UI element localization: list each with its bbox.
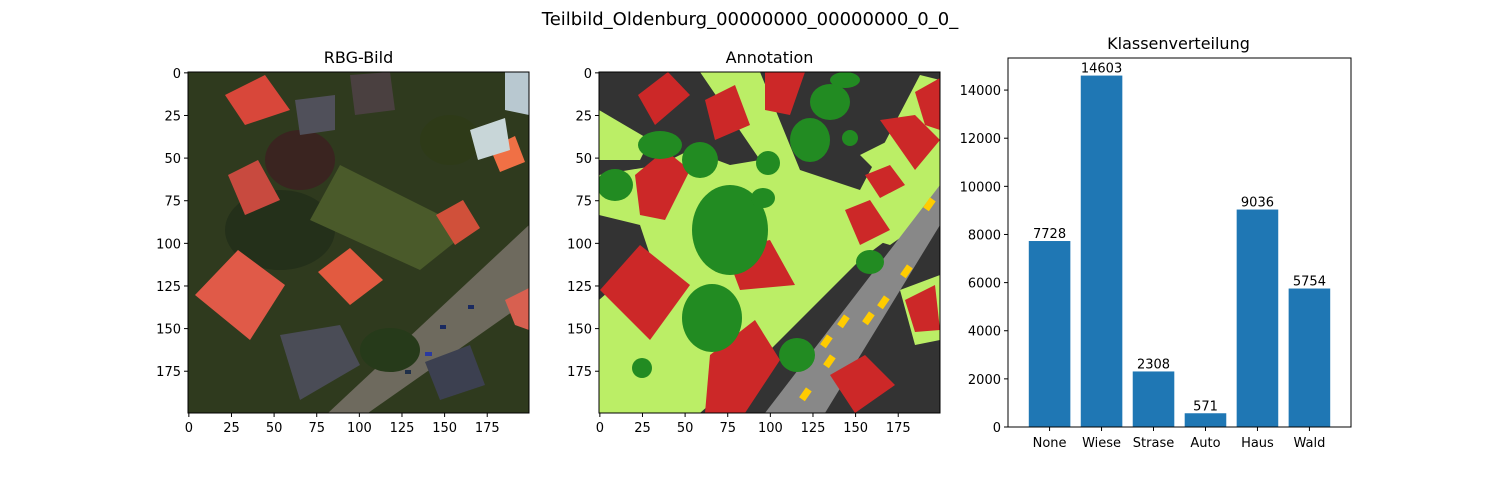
rgb-y-tick-label: 0 [173, 67, 181, 82]
rgb-x-axis: 0 25 50 75 100 125 150 175 [185, 413, 500, 436]
bar-wald [1288, 288, 1331, 427]
annotation-y-tick-label: 50 [575, 152, 592, 167]
rgb-x-tick-label: 75 [308, 421, 325, 436]
bar-y-tick-label: 0 [993, 421, 1001, 436]
annotation-frame [598, 71, 941, 414]
annotation-y-tick-label: 125 [567, 280, 592, 295]
bar-category-label: Auto [1190, 436, 1220, 451]
rgb-panel-title: RBG-Bild [324, 48, 393, 67]
bar-y-tick-label: 2000 [968, 373, 1001, 388]
annotation-x-tick-label: 0 [596, 421, 604, 436]
bar-category-label: Wiese [1082, 436, 1121, 451]
annotation-x-tick-label: 75 [719, 421, 736, 436]
rgb-y-tick-label: 50 [164, 152, 181, 167]
annotation-x-tick-label: 50 [677, 421, 694, 436]
annotation-x-tick-label: 100 [758, 421, 783, 436]
bar-category-label: Strase [1133, 436, 1174, 451]
bar-y-axis: 0 2000 4000 6000 8000 10000 12000 14000 [960, 84, 1008, 436]
bar-y-tick-label: 4000 [968, 325, 1001, 340]
rgb-x-tick-label: 175 [475, 421, 500, 436]
rgb-x-tick-label: 50 [266, 421, 283, 436]
bar-value-label: 14603 [1081, 62, 1122, 77]
annotation-y-tick-label: 25 [575, 109, 592, 124]
rgb-frame [187, 71, 530, 414]
rgb-x-tick-label: 150 [432, 421, 457, 436]
annotation-x-axis: 0 25 50 75 100 125 150 175 [596, 413, 911, 436]
bar-y-tick-label: 10000 [960, 180, 1001, 195]
rgb-y-tick-label: 175 [156, 365, 181, 380]
rgb-image [188, 72, 529, 413]
bar-category-label: None [1033, 436, 1067, 451]
annotation-panel-title: Annotation [726, 48, 814, 67]
rgb-x-tick-label: 100 [347, 421, 372, 436]
bar-value-label: 9036 [1241, 196, 1274, 211]
rgb-y-axis: 0 25 50 75 100 125 150 175 [156, 67, 188, 380]
bar-y-tick-label: 8000 [968, 228, 1001, 243]
bar-value-label: 7728 [1033, 227, 1066, 242]
bar-category-label: Wald [1293, 436, 1325, 451]
bar-haus [1236, 209, 1279, 427]
bar-plot-frame [1007, 57, 1352, 428]
annotation-x-tick-label: 125 [801, 421, 826, 436]
rgb-y-tick-label: 125 [156, 280, 181, 295]
annotation-y-tick-label: 150 [567, 323, 592, 338]
chart-title: Klassenverteilung [1107, 34, 1250, 53]
rgb-y-tick-label: 150 [156, 323, 181, 338]
annotation-y-tick-label: 100 [567, 237, 592, 252]
rgb-y-tick-label: 25 [164, 109, 181, 124]
bar-value-label: 2308 [1137, 357, 1170, 372]
annotation-x-tick-label: 150 [843, 421, 868, 436]
rgb-x-tick-label: 25 [223, 421, 240, 436]
rgb-x-tick-label: 125 [390, 421, 415, 436]
bar-value-label: 571 [1193, 399, 1218, 414]
annotation-image [599, 72, 940, 413]
bar-value-label: 5754 [1293, 275, 1326, 290]
annotation-y-axis: 0 25 50 75 100 125 150 175 [567, 67, 599, 380]
bar-y-tick-label: 14000 [960, 84, 1001, 99]
bar-series: 7728 14603 2308 571 9036 5754 [1028, 62, 1331, 427]
bar-y-tick-label: 12000 [960, 132, 1001, 147]
bar-y-tick-label: 6000 [968, 277, 1001, 292]
annotation-x-tick-label: 175 [886, 421, 911, 436]
bar-wiese [1080, 75, 1123, 427]
bar-x-axis: None Wiese Strase Auto Haus Wald [1033, 427, 1325, 451]
annotation-y-tick-label: 0 [584, 67, 592, 82]
bar-strase [1132, 371, 1175, 427]
rgb-y-tick-label: 75 [164, 195, 181, 210]
annotation-x-tick-label: 25 [634, 421, 651, 436]
figure-title: Teilbild_Oldenburg_00000000_00000000_0_0… [541, 9, 959, 30]
annotation-y-tick-label: 175 [567, 365, 592, 380]
bar-category-label: Haus [1241, 436, 1274, 451]
annotation-y-tick-label: 75 [575, 195, 592, 210]
rgb-y-tick-label: 100 [156, 237, 181, 252]
rgb-x-tick-label: 0 [185, 421, 193, 436]
bar-auto [1184, 413, 1227, 427]
bar-none [1028, 241, 1071, 427]
